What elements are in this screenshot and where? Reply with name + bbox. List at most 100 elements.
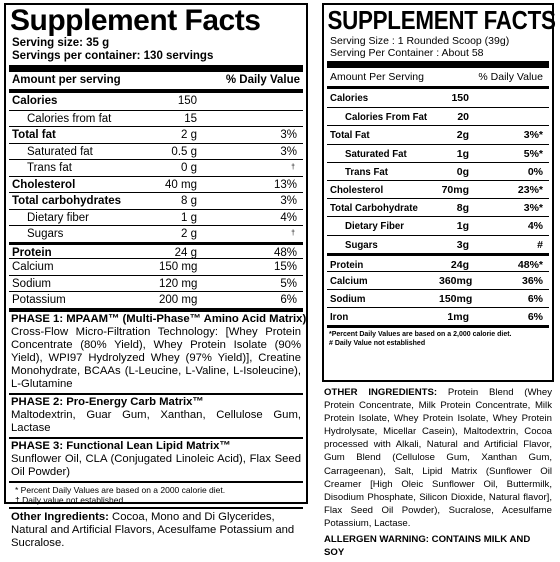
nutrient-daily-value: 48%*: [517, 258, 543, 271]
left-phase2-text: Maltodextrin, Guar Gum, Xanthan, Cellulo…: [11, 408, 301, 434]
nutrient-daily-value: #: [537, 238, 543, 251]
left-footnotes: * Percent Daily Values are based on a 20…: [9, 480, 303, 507]
nutrient-daily-value: 6%: [527, 293, 543, 306]
left-other-label: Other Ingredients:: [11, 510, 109, 523]
left-divider-thick: [9, 65, 303, 72]
nutrient-amount: 120 mg: [159, 277, 198, 290]
nutrient-daily-value: 36%: [521, 274, 543, 287]
left-nutrient-table: Calories 150 Calories from fat 15 Total fat 2…: [9, 93, 303, 308]
left-nutrient-row: Calcium 150 mg 15%: [9, 258, 303, 275]
nutrient-name: Total fat: [12, 129, 56, 141]
nutrient-name: Total Carbohydrate: [330, 202, 418, 215]
nutrient-name: Trans Fat: [345, 165, 388, 178]
right-table-header: Amount Per Serving % Daily Value: [327, 68, 549, 86]
right-footnote: # Daily Value not established: [329, 340, 426, 348]
nutrient-amount: 0 g: [181, 162, 197, 174]
nutrient-name: Saturated Fat: [345, 147, 407, 160]
nutrient-name: Sugars: [27, 228, 64, 240]
left-title: Supplement Facts: [10, 4, 261, 37]
left-footnote: * Percent Daily Values are based on a 20…: [15, 484, 226, 495]
nutrient-amount: 40 mg: [165, 178, 197, 191]
right-nutrient-row: Cholesterol 70mg 23%*: [327, 179, 549, 198]
nutrient-amount: 3g: [456, 238, 469, 251]
left-header-dv: % Daily Value: [225, 74, 300, 86]
nutrient-amount: 0.5 g: [171, 145, 197, 158]
nutrient-amount: 1 g: [181, 211, 197, 224]
right-footnotes: *Percent Daily Values are based on a 2,0…: [327, 325, 549, 350]
left-servings-per-container: Servings per container: 130 servings: [12, 50, 214, 62]
nutrient-amount: 1mg: [447, 311, 469, 324]
nutrient-daily-value: 48%: [273, 246, 297, 259]
nutrient-name: Trans fat: [27, 162, 72, 174]
nutrient-name: Calories: [330, 92, 369, 104]
right-other-ingredients: OTHER INGREDIENTS: Protein Blend (Whey P…: [322, 382, 554, 530]
nutrient-amount: 70mg: [441, 183, 469, 196]
right-header-dv: % Daily Value: [478, 71, 543, 83]
nutrient-amount: 8 g: [181, 195, 197, 207]
right-nutrient-row: Protein 24g 48%*: [327, 252, 549, 271]
nutrient-name: Calcium: [12, 261, 54, 273]
nutrient-amount: 150mg: [439, 293, 473, 306]
nutrient-amount: 8g: [456, 202, 469, 215]
right-servings-per-container: Serving Per Container : About 58: [330, 47, 484, 59]
left-phase1-text: Cross-Flow Micro-Filtration Technology: …: [11, 325, 301, 390]
nutrient-amount: 150: [451, 92, 469, 104]
left-table-header: Amount per serving % Daily Value: [9, 72, 303, 89]
right-nutrient-row: Iron 1mg 6%: [327, 307, 549, 325]
nutrient-name: Cholesterol: [12, 178, 76, 191]
nutrient-daily-value: 3%*: [523, 202, 543, 215]
right-nutrient-row: Calories From Fat 20: [327, 107, 549, 125]
nutrient-amount: 20: [457, 111, 469, 124]
nutrient-name: Protein: [12, 246, 52, 259]
right-divider-thick: [327, 61, 549, 68]
nutrient-amount: 2g: [456, 129, 469, 142]
right-header-amount: Amount Per Serving: [330, 71, 424, 83]
right-divider-medium: [327, 86, 549, 89]
nutrient-daily-value: 5%*: [523, 147, 543, 160]
nutrient-daily-value: 13%: [273, 178, 297, 191]
left-nutrient-row: Calories 150: [9, 93, 303, 110]
nutrient-amount: 15: [184, 112, 197, 125]
left-phase3-heading: PHASE 3: Functional Lean Lipid Matrix™: [11, 439, 231, 452]
nutrient-daily-value: 3%*: [523, 129, 543, 142]
right-nutrient-row: Calories 150: [327, 89, 549, 107]
right-nutrient-row: Trans Fat 0g 0%: [327, 161, 549, 180]
nutrient-name: Sodium: [330, 293, 366, 306]
left-nutrient-row: Saturated fat 0.5 g 3%: [9, 142, 303, 160]
nutrient-amount: 1g: [456, 147, 469, 160]
nutrient-name: Total carbohydrates: [12, 195, 122, 207]
nutrient-name: Potassium: [12, 294, 66, 306]
right-nutrient-row: Sugars 3g #: [327, 234, 549, 253]
left-phase2-heading: PHASE 2: Pro-Energy Carb Matrix™: [11, 395, 204, 408]
nutrient-daily-value: 3%: [280, 195, 297, 207]
right-nutrient-table: Calories 150 Calories From Fat 20 Total Fat 2…: [324, 89, 552, 325]
left-phase2: PHASE 2: Pro-Energy Carb Matrix™ Maltode…: [9, 392, 303, 437]
nutrient-amount: 1g: [456, 220, 469, 233]
left-header-amount: Amount per serving: [12, 74, 121, 86]
nutrient-name: Calories: [12, 95, 58, 107]
left-nutrient-row: Total fat 2 g 3%: [9, 126, 303, 143]
nutrient-name: Sodium: [12, 277, 51, 290]
left-supplement-facts-panel: Supplement Facts Serving size: 35 g Serv…: [4, 3, 308, 549]
nutrient-daily-value: 15%: [273, 261, 297, 273]
nutrient-name: Protein: [330, 258, 364, 271]
nutrient-daily-value: 6%: [527, 311, 543, 324]
left-nutrient-row: Cholesterol 40 mg 13%: [9, 175, 303, 193]
nutrient-name: Cholesterol: [330, 183, 384, 196]
right-allergen-warning: ALLERGEN WARNING: CONTAINS MILK AND SOY: [324, 534, 531, 559]
nutrient-amount: 150 mg: [159, 261, 198, 273]
left-nutrient-row: Total carbohydrates 8 g 3%: [9, 192, 303, 209]
nutrient-amount: 360mg: [439, 274, 473, 287]
nutrient-daily-value: †: [291, 164, 295, 171]
left-footnote: † Daily value not established.: [15, 494, 126, 505]
nutrient-amount: 24 g: [174, 246, 197, 259]
right-footnote: *Percent Daily Values are based on a 2,0…: [329, 331, 512, 339]
right-nutrient-row: Total Fat 2g 3%*: [327, 125, 549, 143]
left-nutrient-row: Trans fat 0 g †: [9, 159, 303, 176]
left-other-ingredients: Other Ingredients: Cocoa, Mono and Di Gl…: [9, 506, 303, 552]
nutrient-daily-value: 6%: [280, 294, 297, 306]
left-nutrient-row: Potassium 200 mg 6%: [9, 291, 303, 308]
nutrient-amount: 2 g: [181, 129, 197, 141]
left-nutrient-row: Calories from fat 15: [9, 109, 303, 127]
nutrient-name: Dietary Fiber: [345, 220, 405, 233]
